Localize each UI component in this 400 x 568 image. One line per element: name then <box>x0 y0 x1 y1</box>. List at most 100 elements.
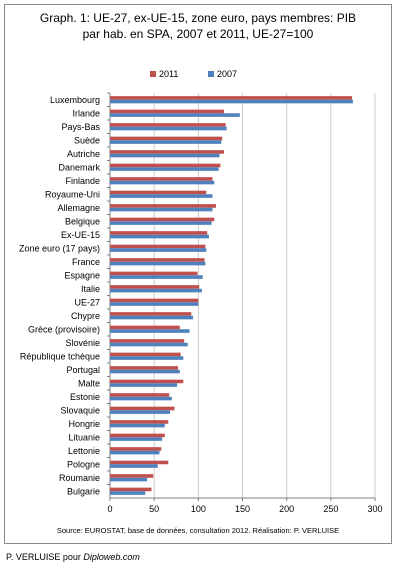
bar-2007-lituanie <box>110 437 163 441</box>
category-label-pays-bas: Pays-Bas <box>61 122 100 132</box>
x-tick-label-6: 300 <box>367 504 382 514</box>
credit-site: Diploweb.com <box>83 552 140 562</box>
page-credit: P. VERLUISE pour Diploweb.com <box>6 552 140 562</box>
bar-2007-republique-tcheque <box>110 356 184 360</box>
x-tick-label-4: 200 <box>279 504 294 514</box>
bar-2007-belgique <box>110 221 212 225</box>
bar-2007-autriche <box>110 153 220 158</box>
bar-2007-allemagne <box>110 207 213 212</box>
bar-2011-hongrie <box>110 420 169 424</box>
bar-2011-danemark <box>110 163 221 168</box>
bar-2011-malte <box>110 379 184 384</box>
bar-2007-roumanie <box>110 477 148 482</box>
category-label-finlande: Finlande <box>65 176 100 186</box>
bar-2011-allemagne <box>110 204 216 208</box>
bar-2007-slovaquie <box>110 410 171 414</box>
category-label-lettonie: Lettonie <box>68 446 100 456</box>
bar-2007-chypre <box>110 315 194 320</box>
bar-2007-bulgarie <box>110 491 146 495</box>
bar-2007-hongrie <box>110 423 165 428</box>
bar-2007-luxembourg <box>110 99 353 104</box>
bar-2011-espagne <box>110 271 198 276</box>
category-label-republique-tcheque: République tchèque <box>20 351 100 361</box>
category-label-slovaquie: Slovaquie <box>60 405 100 415</box>
legend-swatch-2007 <box>208 71 214 77</box>
credit-prefix: P. VERLUISE pour <box>6 552 84 562</box>
bar-2007-slovenie <box>110 342 188 347</box>
bar-2011-portugal <box>110 366 179 370</box>
bar-2011-italie <box>110 285 200 289</box>
bar-2007-suede <box>110 140 222 144</box>
category-label-bulgarie: Bulgarie <box>67 486 100 496</box>
bar-2011-bulgarie <box>110 487 152 492</box>
bar-2011-suede <box>110 136 223 141</box>
x-tick-label-1: 50 <box>149 504 159 514</box>
category-label-france: France <box>72 257 100 267</box>
bar-2007-ex-ue-15 <box>110 234 209 239</box>
bar-2011-luxembourg <box>110 96 353 100</box>
bar-2007-pays-bas <box>110 126 227 131</box>
category-label-danemark: Danemark <box>58 162 100 172</box>
bar-2007-portugal <box>110 369 180 374</box>
category-label-espagne: Espagne <box>64 270 100 280</box>
x-tick-label-0: 0 <box>107 504 112 514</box>
bar-2011-lettonie <box>110 447 162 451</box>
category-label-zone-euro-17-pays: Zone euro (17 pays) <box>19 243 100 253</box>
category-label-grece-provisoire: Grèce (provisoire) <box>28 324 100 334</box>
bar-2011-belgique <box>110 217 215 222</box>
bar-2007-royaume-uni <box>110 194 213 198</box>
bar-2011-pays-bas <box>110 123 226 127</box>
category-label-ue-27: UE-27 <box>74 297 100 307</box>
category-label-portugal: Portugal <box>66 365 100 375</box>
bar-2007-malte <box>110 383 178 387</box>
x-tick-label-3: 150 <box>235 504 250 514</box>
category-label-autriche: Autriche <box>67 149 100 159</box>
category-label-royaume-uni: Royaume-Uni <box>45 189 100 199</box>
category-label-slovenie: Slovénie <box>65 338 100 348</box>
category-label-lituanie: Lituanie <box>68 432 100 442</box>
legend-label-2007: 2007 <box>217 69 237 79</box>
category-label-hongrie: Hongrie <box>68 419 100 429</box>
bar-2007-grece-provisoire <box>110 329 190 333</box>
bar-2011-slovenie <box>110 339 185 343</box>
bar-2011-ue-27 <box>110 298 199 303</box>
chart-source: Source: EUROSTAT, base de données, consu… <box>56 526 340 535</box>
category-label-chypre: Chypre <box>71 311 100 321</box>
bar-2007-irlande <box>110 113 240 117</box>
category-label-belgique: Belgique <box>65 216 100 226</box>
bar-2007-france <box>110 261 206 266</box>
bar-2011-chypre <box>110 312 192 316</box>
chart-title: Graph. 1: UE-27, ex-UE-15, zone euro, pa… <box>4 10 392 42</box>
bar-2007-pologne <box>110 464 158 468</box>
bar-2011-ex-ue-15 <box>110 231 208 235</box>
bar-2011-irlande <box>110 109 224 114</box>
bar-2007-zone-euro-17-pays <box>110 248 207 252</box>
bar-2011-pologne <box>110 460 169 465</box>
category-label-irlande: Irlande <box>72 108 100 118</box>
bar-2011-slovaquie <box>110 406 175 411</box>
bar-2007-lettonie <box>110 450 160 455</box>
bar-2011-france <box>110 258 205 262</box>
bar-2011-grece-provisoire <box>110 325 180 330</box>
x-tick-label-5: 250 <box>323 504 338 514</box>
chart-title-line-2: par hab. en SPA, 2007 et 2011, UE-27=100 <box>82 27 314 41</box>
legend-swatch-2011 <box>150 71 156 77</box>
bar-2007-estonie <box>110 396 172 401</box>
bar-2011-republique-tcheque <box>110 352 181 357</box>
bar-2011-lituanie <box>110 433 165 438</box>
bar-2007-ue-27 <box>110 302 199 306</box>
category-label-allemagne: Allemagne <box>57 203 100 213</box>
bar-2011-roumanie <box>110 474 154 478</box>
category-label-luxembourg: Luxembourg <box>50 95 100 105</box>
category-label-estonie: Estonie <box>70 392 100 402</box>
category-label-italie: Italie <box>81 284 100 294</box>
bar-2011-zone-euro-17-pays <box>110 244 206 249</box>
bar-2007-espagne <box>110 275 203 279</box>
bar-2007-danemark <box>110 167 219 171</box>
x-tick-label-2: 100 <box>191 504 206 514</box>
category-label-malte: Malte <box>78 378 100 388</box>
bar-2011-finlande <box>110 177 213 181</box>
category-label-ex-ue-15: Ex-UE-15 <box>61 230 100 240</box>
bar-2007-italie <box>110 288 202 293</box>
